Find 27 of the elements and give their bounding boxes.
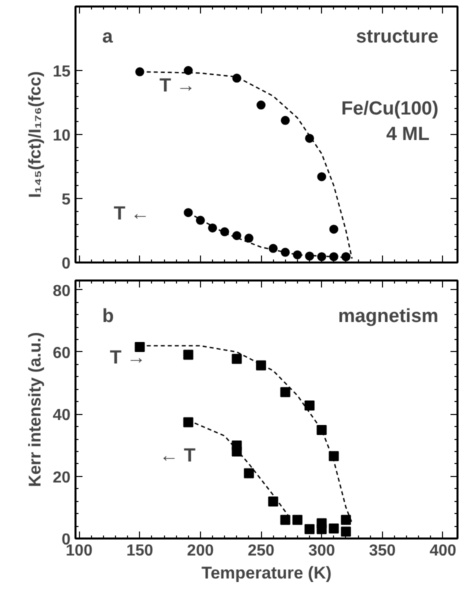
annotation: T ←: [114, 203, 150, 224]
x-tick-label: 200: [187, 542, 214, 560]
y-tick-label: 10: [52, 128, 71, 144]
y-tick-label: 5: [62, 192, 71, 208]
x-tick-label: 250: [248, 542, 274, 560]
x-tick-label: 300: [308, 542, 336, 560]
annotation: structure: [356, 26, 438, 48]
y-tick-label: 15: [52, 64, 71, 80]
y-tick-label: 40: [52, 407, 71, 424]
x-tick-label: 150: [126, 542, 154, 560]
y-tick-label: 0: [62, 256, 71, 272]
y-tick-label: 80: [52, 282, 71, 300]
annotation: a: [102, 26, 114, 48]
y-tick-label: 60: [52, 344, 71, 362]
annotation: T →: [160, 75, 196, 96]
annotation: ← T: [160, 445, 196, 466]
annotation: T →: [110, 347, 146, 368]
annotation: Fe/Cu(100): [341, 98, 438, 120]
annotation: b: [102, 306, 114, 328]
annotation: magnetism: [338, 306, 438, 328]
y-axis-title: Kerr intensity (a.u.): [26, 332, 45, 487]
annotation: 4 ML: [386, 124, 430, 145]
x-tick-label: 350: [368, 542, 396, 560]
x-tick-label: 400: [430, 542, 456, 560]
x-axis-title: Temperature (K): [201, 564, 332, 582]
y-tick-label: 20: [52, 469, 71, 486]
y-axis-title: I₁₄₅(fct)/I₁₇₆(fcc): [26, 71, 45, 198]
